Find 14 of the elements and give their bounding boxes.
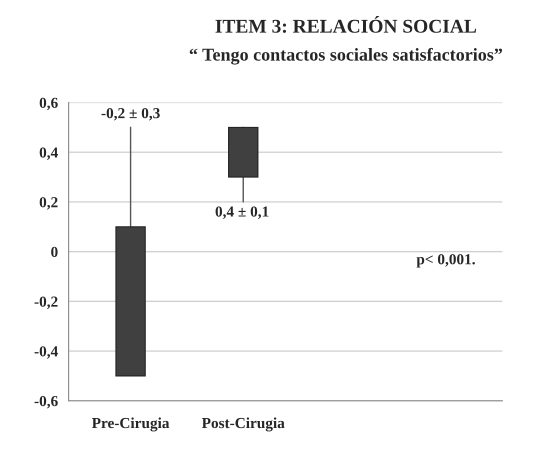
text: “ Tengo contactos sociales satisfactorios” bbox=[190, 48, 502, 65]
y-tick-label: -0,4 bbox=[34, 346, 58, 359]
y-tick-label: -0,2 bbox=[34, 296, 58, 310]
y-tick-label: 0,4 bbox=[40, 147, 58, 160]
y-tick-label: 0,6 bbox=[40, 98, 58, 110]
y-tick-label: 0 bbox=[51, 246, 58, 258]
y-tick-label: 0,2 bbox=[40, 197, 58, 210]
y-tick-label: -0,6 bbox=[34, 396, 58, 408]
x-tick-label: Post-Cirugia bbox=[202, 417, 285, 432]
text: ITEM 3: RELACIÓN SOCIAL bbox=[216, 16, 476, 33]
x-tick-label: Pre-Cirugia bbox=[92, 417, 170, 432]
annotation: 0,4 ± 0,1 bbox=[216, 206, 268, 219]
annotation: -0,2 ± 0,3 bbox=[102, 108, 160, 120]
text: p< 0,001. bbox=[416, 254, 475, 268]
